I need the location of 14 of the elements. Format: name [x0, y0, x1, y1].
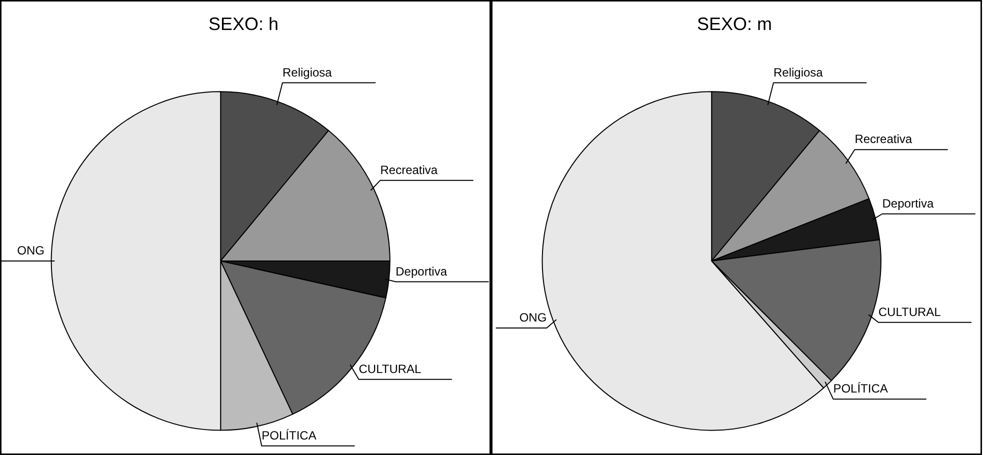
slice-label: Deportiva: [396, 264, 448, 278]
slice-label: ONG: [17, 244, 45, 258]
slice-label: CULTURAL: [878, 304, 942, 319]
slice-label: Recreativa: [380, 162, 438, 177]
slice-label: Religiosa: [282, 65, 332, 80]
chart-title: SEXO: h: [208, 14, 279, 34]
slice-label: Recreativa: [854, 132, 912, 146]
slice-label: POLÍTICA: [262, 428, 316, 442]
slice-label: ONG: [519, 310, 547, 325]
chart-title: SEXO: m: [696, 14, 772, 34]
slice-label: Religiosa: [773, 65, 824, 80]
slice-label: Deportiva: [882, 196, 934, 210]
slice-label: CULTURAL: [358, 362, 422, 376]
slice-label: POLÍTICA: [833, 382, 888, 396]
